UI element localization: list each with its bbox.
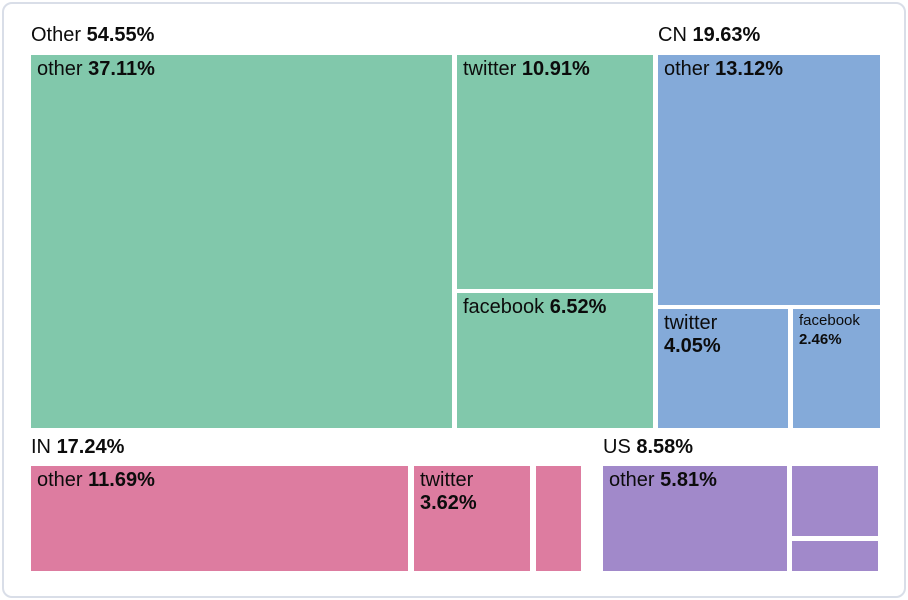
cell-percent: 2.46% — [799, 330, 842, 348]
cell-label: twitter — [664, 312, 718, 334]
cell-label: other — [664, 58, 710, 80]
group-header-us: US 8.58% — [603, 436, 693, 458]
group-percent: 17.24% — [56, 436, 125, 458]
group-header-other: Other 54.55% — [31, 24, 154, 46]
group-percent: 8.58% — [636, 436, 694, 458]
cell-label: other — [37, 58, 83, 80]
treemap-cell-other-twitter[interactable]: twitter 10.91% — [457, 55, 653, 289]
cell-label: twitter — [420, 469, 474, 491]
cell-percent: 11.69% — [88, 469, 155, 491]
cell-percent: 37.11% — [88, 58, 155, 80]
cell-percent: 6.52% — [549, 296, 607, 318]
group-name: CN — [658, 24, 687, 46]
cell-percent: 13.12% — [715, 58, 783, 80]
treemap-cell-us-unlabeled-2[interactable] — [792, 541, 878, 571]
group-header-cn: CN 19.63% — [658, 24, 760, 46]
cell-percent: 4.05% — [664, 335, 721, 357]
treemap-cell-cn-other[interactable]: other 13.12% — [658, 55, 880, 305]
cell-label: twitter — [463, 58, 517, 80]
treemap-cell-in-unlabeled-2[interactable] — [536, 466, 581, 571]
treemap-cell-other-other[interactable]: other 37.11% — [31, 55, 452, 428]
cell-label: facebook — [799, 312, 860, 329]
cell-label: other — [37, 469, 83, 491]
treemap-cell-us-other[interactable]: other 5.81% — [603, 466, 787, 571]
cell-percent: 10.91% — [521, 58, 590, 80]
group-name: US — [603, 436, 631, 458]
cell-percent: 5.81% — [660, 469, 717, 491]
group-percent: 54.55% — [86, 24, 155, 46]
cell-label: other — [609, 469, 655, 491]
cell-label: facebook — [463, 296, 545, 318]
group-header-in: IN 17.24% — [31, 436, 124, 458]
treemap-cell-cn-twitter[interactable]: twitter 4.05% — [658, 309, 788, 428]
group-name: Other — [31, 24, 82, 46]
treemap-cell-other-facebook[interactable]: facebook 6.52% — [457, 293, 653, 428]
cell-percent: 3.62% — [420, 492, 477, 514]
group-name: IN — [31, 436, 51, 458]
group-percent: 19.63% — [692, 24, 761, 46]
treemap-cell-cn-facebook[interactable]: facebook 2.46% — [793, 309, 880, 428]
treemap-cell-in-other[interactable]: other 11.69% — [31, 466, 408, 571]
treemap-cell-in-twitter[interactable]: twitter 3.62% — [414, 466, 530, 571]
treemap-cell-us-unlabeled-1[interactable] — [792, 466, 878, 536]
